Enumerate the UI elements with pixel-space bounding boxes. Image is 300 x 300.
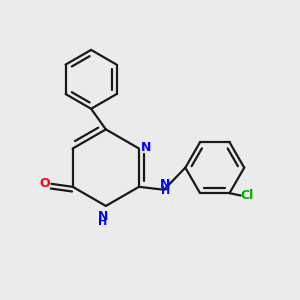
Text: H: H xyxy=(98,217,107,227)
Text: H: H xyxy=(161,186,170,196)
Text: N: N xyxy=(98,210,108,223)
Text: N: N xyxy=(160,178,171,191)
Text: Cl: Cl xyxy=(240,189,253,202)
Text: O: O xyxy=(40,177,50,190)
Text: N: N xyxy=(141,141,152,154)
